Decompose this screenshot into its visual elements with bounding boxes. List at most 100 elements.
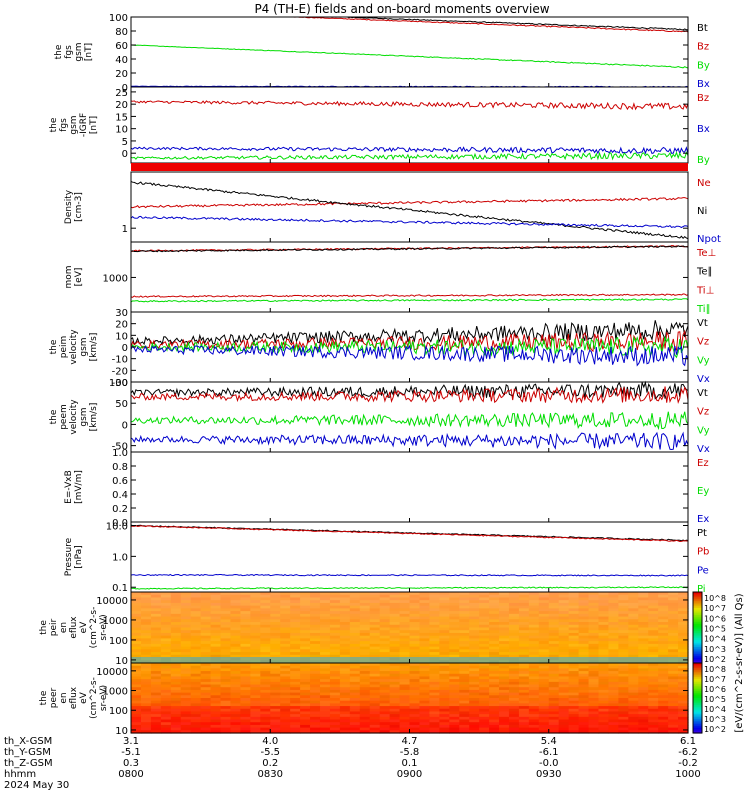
colorbar-cell	[693, 684, 702, 687]
spectrogram-cell	[310, 722, 321, 726]
spectrogram-cell	[170, 695, 182, 699]
y-axis-label: mom	[64, 265, 74, 288]
spectrogram-cell	[678, 646, 689, 650]
spectrogram-cell	[180, 613, 192, 618]
colorbar-cell	[693, 645, 702, 648]
spectrogram-cell	[409, 605, 421, 609]
spectrogram-cell	[170, 652, 182, 656]
spectrogram-cell	[469, 708, 480, 713]
spectrogram-cell	[568, 624, 580, 629]
legend-Pb: Pb	[697, 547, 709, 558]
spectrogram-cell	[389, 668, 401, 672]
spectrogram-cell	[290, 679, 301, 683]
y-axis-label: [mV/m]	[74, 470, 84, 504]
spectrogram-cell	[439, 605, 450, 609]
spectrogram-cell	[678, 613, 689, 618]
spectrogram-cell	[419, 641, 430, 645]
spectrogram-cell	[300, 673, 311, 678]
spectrogram-cell	[280, 600, 291, 604]
spectrogram-cell	[260, 714, 271, 718]
spectrogram-cell	[608, 665, 619, 669]
spectrogram-cell	[538, 608, 550, 612]
spectrogram-cell	[628, 646, 639, 650]
spectrogram-cell	[369, 711, 381, 715]
spectrogram-cell	[638, 652, 649, 656]
spectrogram-cell	[250, 724, 261, 729]
spectrogram-cell	[668, 700, 679, 704]
spectrogram-cell	[210, 668, 222, 672]
orbit-z-value: 0.2	[262, 758, 278, 769]
spectrogram-cell	[578, 600, 590, 604]
spectrogram-cell	[339, 594, 351, 599]
spectrogram-cell	[598, 616, 610, 620]
spectrogram-cell	[508, 608, 520, 612]
spectrogram-cell	[190, 613, 202, 618]
spectrogram-cell	[359, 719, 371, 723]
spectrogram-cell	[240, 652, 251, 656]
spectrogram-cell	[150, 605, 162, 609]
spectrogram-cell	[260, 676, 271, 680]
spectrogram-cell	[170, 679, 182, 683]
spectrogram-cell	[628, 684, 639, 688]
spectrogram-cell	[399, 592, 411, 596]
spectrogram-cell	[329, 665, 341, 669]
spectrogram-cell	[508, 714, 520, 718]
spectrogram-cell	[190, 643, 202, 648]
spectrogram-cell	[548, 622, 560, 626]
spectrogram-cell	[449, 632, 460, 637]
spectrogram-cell	[220, 616, 232, 620]
spectrogram-cell	[618, 668, 629, 672]
spectrogram-cell	[598, 711, 610, 715]
spectrogram-cell	[180, 646, 192, 650]
spectrogram-cell	[140, 592, 152, 596]
spectrogram-cell	[140, 668, 152, 672]
spectrogram-cell	[508, 654, 520, 659]
spectrogram-cell	[628, 692, 639, 696]
spectrogram-cell	[618, 679, 629, 683]
spectrogram-cell	[310, 602, 321, 607]
spectrogram-cell	[389, 711, 401, 715]
spectrogram-cell	[598, 730, 610, 734]
spectrogram-cell	[250, 627, 261, 631]
spectrogram-cell	[240, 681, 251, 686]
spectrogram-cell	[439, 700, 450, 704]
spectrogram-cell	[369, 613, 381, 618]
spectrogram-cell	[409, 716, 421, 721]
spectrogram-cell	[678, 624, 689, 629]
spectrogram-cell	[260, 624, 271, 629]
spectrogram-cell	[558, 646, 570, 650]
spectrogram-cell	[618, 722, 629, 726]
spectrogram-cell	[180, 668, 192, 672]
colorbar-cell	[693, 620, 702, 623]
spectrogram-cell	[449, 613, 460, 618]
spectrogram-cell	[518, 671, 530, 675]
spectrogram-cell	[429, 643, 440, 648]
spectrogram-cell	[668, 663, 679, 667]
spectrogram-cell	[160, 703, 172, 707]
legend-Vz: Vz	[697, 407, 709, 418]
spectrogram-cell	[270, 665, 281, 669]
y-axis-label: sr-eV)	[99, 614, 109, 640]
spectrogram-cell	[439, 681, 450, 686]
spectrogram-cell	[240, 643, 251, 648]
spectrogram-cell	[568, 635, 580, 640]
spectrogram-cell	[608, 597, 619, 601]
spectrogram-cell	[220, 711, 232, 715]
spectrogram-cell	[369, 698, 381, 702]
spectrogram-cell	[220, 681, 232, 686]
spectrogram-cell	[230, 602, 242, 607]
spectrogram-cell	[339, 649, 351, 653]
spectrogram-cell	[150, 722, 162, 726]
spectrogram-cell	[210, 679, 222, 683]
spectrogram-cell	[598, 630, 610, 634]
spectrogram-cell	[220, 663, 232, 667]
spectrogram-cell	[180, 594, 192, 599]
y-axis-label: Density	[64, 189, 74, 224]
spectrogram-cell	[310, 616, 321, 620]
spectrogram-cell	[618, 654, 629, 659]
spectrogram-cell	[210, 635, 222, 640]
spectrogram-cell	[588, 671, 600, 675]
spectrogram-cell	[210, 608, 222, 612]
spectrogram-cell	[399, 611, 411, 615]
spectrogram-cell	[668, 692, 679, 696]
